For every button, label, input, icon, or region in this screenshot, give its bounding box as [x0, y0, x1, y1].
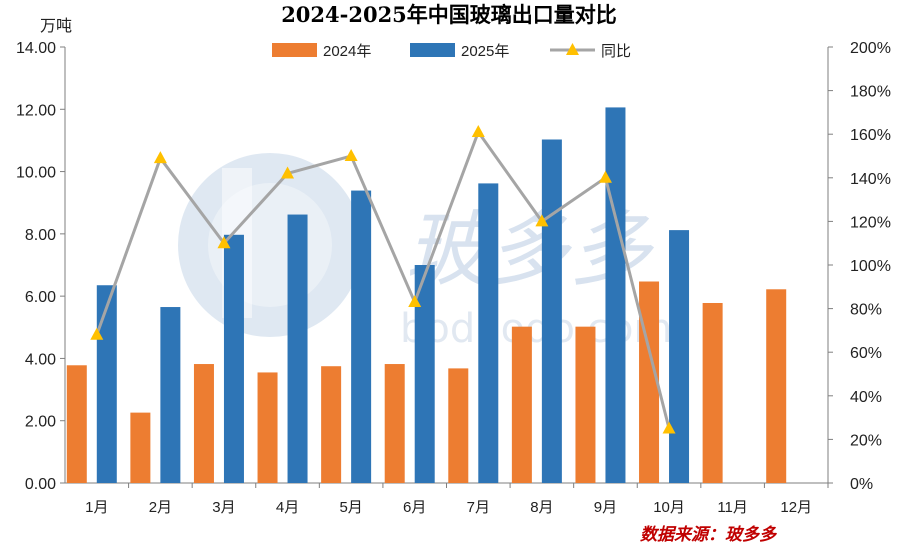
y-right-tick-label: 20% — [850, 432, 882, 449]
legend-swatch-marker — [566, 43, 579, 55]
x-tick-label: 9月 — [594, 499, 617, 516]
yoy-marker — [217, 236, 231, 249]
yoy-marker — [598, 170, 612, 183]
bar-2025年 — [351, 190, 372, 483]
x-tick-label: 4月 — [276, 499, 299, 516]
legend-label: 2025年 — [461, 43, 509, 60]
x-tick-label: 2月 — [149, 499, 172, 516]
bar-2024年 — [511, 326, 532, 483]
x-tick-label: 7月 — [467, 499, 490, 516]
y-right-tick-label: 60% — [850, 345, 882, 362]
legend: 2024年 2025年 同比 — [272, 43, 631, 60]
y-left-tick-label: 12.00 — [16, 102, 56, 119]
bar-2025年 — [541, 139, 562, 483]
bar-2025年 — [223, 234, 244, 483]
bar-2024年 — [130, 412, 151, 483]
y-right-tick-label: 0% — [850, 476, 873, 493]
bar-2024年 — [448, 368, 469, 483]
bar-2024年 — [766, 289, 787, 483]
x-tick-label: 6月 — [403, 499, 426, 516]
yoy-marker — [153, 151, 167, 164]
y-left-tick-label: 0.00 — [25, 476, 56, 493]
y-right-tick-label: 180% — [850, 84, 891, 101]
y-right-tick-label: 200% — [850, 40, 891, 57]
yoy-marker — [535, 214, 549, 227]
legend-label: 同比 — [601, 43, 631, 60]
x-tick-label: 11月 — [717, 499, 748, 516]
yoy-line — [90, 125, 676, 434]
x-tick-label: 5月 — [339, 499, 362, 516]
axes — [60, 46, 833, 488]
bar-2024年 — [702, 302, 723, 483]
yoy-line-path — [95, 128, 671, 429]
bar-2025年 — [478, 183, 499, 484]
y-left-tick-label: 4.00 — [25, 351, 56, 368]
legend-swatch-2024年 — [272, 43, 317, 57]
x-tick-label: 12月 — [780, 499, 812, 516]
bar-2025年 — [669, 230, 690, 483]
y-left-tick-label: 8.00 — [25, 227, 56, 244]
yoy-marker — [281, 166, 295, 179]
yoy-marker — [471, 125, 485, 138]
yoy-marker — [344, 149, 358, 161]
bar-2024年 — [384, 364, 405, 483]
y-right-tick-label: 160% — [850, 127, 891, 144]
y-left-tick-label: 6.00 — [25, 289, 56, 306]
yoy-marker — [662, 421, 676, 434]
data-source: 数据来源：玻多多 — [640, 525, 778, 545]
y-right-tick-label: 80% — [850, 302, 882, 319]
x-tick-label: 3月 — [212, 499, 235, 516]
chart-title: 2024-2025年中国玻璃出口量对比 — [281, 2, 617, 27]
bar-2024年 — [257, 372, 278, 483]
x-tick-label: 10月 — [653, 499, 685, 516]
x-tick-label: 1月 — [85, 499, 108, 516]
y-right-tick-label: 120% — [850, 214, 891, 231]
legend-label: 2024年 — [323, 43, 371, 60]
bar-2025年 — [605, 107, 626, 483]
bar-2024年 — [575, 326, 596, 483]
y-right-tick-label: 40% — [850, 389, 882, 406]
bars — [66, 107, 787, 484]
bar-2025年 — [414, 265, 435, 483]
yoy-marker — [408, 295, 422, 308]
bar-2025年 — [287, 214, 308, 483]
watermark-text-en: boduodo.com — [400, 306, 672, 352]
x-tick-label: 8月 — [530, 499, 553, 516]
y-left-tick-label: 14.00 — [16, 40, 56, 57]
y-left-tick-label: 10.00 — [16, 165, 56, 182]
y-axis-unit: 万吨 — [40, 16, 72, 35]
y-left-tick-label: 2.00 — [25, 414, 56, 431]
y-right-tick-label: 100% — [850, 258, 891, 275]
bar-2024年 — [66, 365, 87, 483]
tick-labels: 0.00 2.00 4.00 6.00 8.00 10.00 12.00 14.00 0% 20%… — [16, 40, 891, 516]
bar-2025年 — [160, 307, 181, 483]
bar-2024年 — [193, 364, 214, 483]
y-right-tick-label: 140% — [850, 171, 891, 188]
bar-2024年 — [321, 366, 342, 483]
bar-2025年 — [96, 285, 117, 483]
yoy-marker — [90, 327, 104, 340]
legend-swatch-2025年 — [410, 43, 455, 57]
